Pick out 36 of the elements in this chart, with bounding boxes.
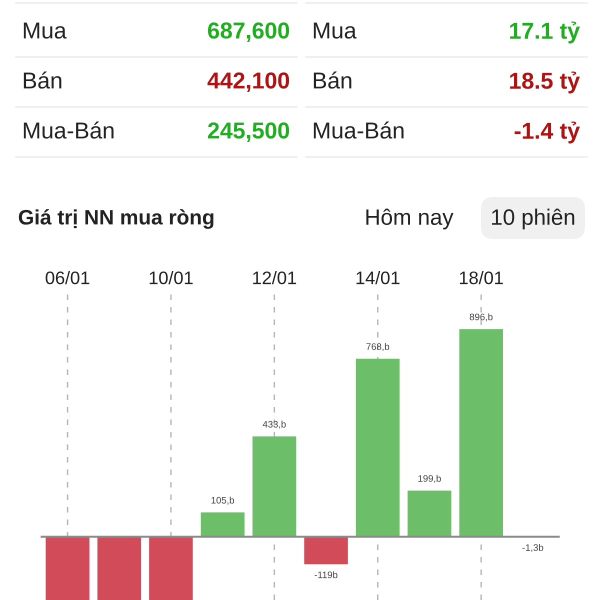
data-label: -1.4 tỷ — [514, 122, 580, 144]
data-label: 896,b — [470, 313, 493, 322]
data-label: -119b — [314, 571, 338, 578]
data-label: 17.1 tỷ — [510, 22, 580, 44]
category-label: Bán — [314, 72, 352, 89]
bar — [459, 329, 503, 537]
bar — [408, 490, 452, 537]
data-label: 442,100 — [208, 72, 290, 92]
x-tick-label: 12/01 — [253, 271, 296, 284]
bar — [356, 358, 400, 537]
data-label: 105,b — [212, 496, 234, 505]
text: 10 phiên — [492, 208, 574, 230]
data-label: 245,500 — [208, 122, 290, 142]
bar — [252, 436, 296, 537]
category-label: Mua — [24, 22, 67, 39]
data-label: 687,600 — [208, 22, 290, 42]
data-label: -1,3b — [522, 544, 544, 552]
category-label: Mua — [314, 22, 357, 39]
data-label: 768,b — [366, 342, 390, 352]
chart-title: Giá trị NN mua ròng — [18, 209, 214, 229]
x-tick-label: 18/01 — [460, 271, 503, 284]
data-label: 199,b — [418, 474, 441, 483]
bar — [304, 536, 348, 564]
x-tick-label: 06/01 — [46, 271, 90, 284]
bar — [149, 536, 193, 600]
category-label: Bán — [24, 72, 62, 89]
data-label: 18.5 tỷ — [510, 72, 580, 94]
data-label: 433,b — [262, 420, 286, 429]
category-label: Mua-Bán — [24, 122, 114, 139]
bar — [200, 512, 244, 537]
x-tick-label: 14/01 — [356, 271, 400, 284]
text: Hôm nay — [366, 208, 454, 230]
x-tick-label: 10/01 — [150, 271, 193, 284]
category-label: Mua-Bán — [314, 122, 404, 139]
bar — [97, 536, 142, 600]
bar — [46, 536, 90, 600]
